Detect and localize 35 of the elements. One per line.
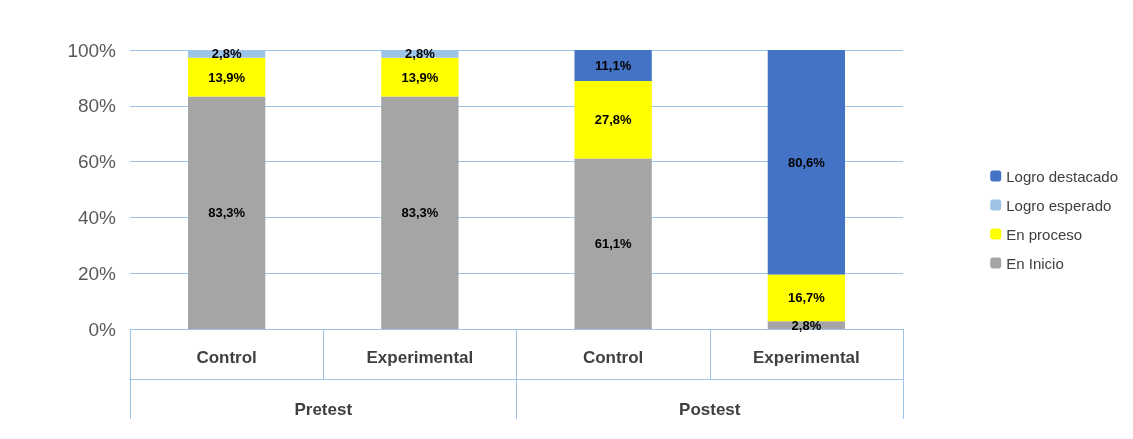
y-tick-label: 40%: [77, 206, 117, 228]
bar: [574, 80, 652, 159]
bar: [381, 96, 459, 329]
y-tick-label: 0%: [88, 318, 117, 340]
data-label: 2,8%: [211, 46, 242, 62]
data-label: 27,8%: [594, 112, 632, 128]
data-label: 13,9%: [401, 69, 439, 85]
x-tick-label: Control: [196, 348, 257, 367]
y-tick-label: 60%: [77, 151, 117, 173]
data-label: 61,1%: [594, 236, 632, 252]
data-label: 16,7%: [787, 290, 826, 306]
data-label: 11,1%: [595, 57, 632, 73]
data-label: 2,8%: [791, 317, 822, 333]
data-label: 80,6%: [787, 154, 826, 170]
bar: [767, 50, 846, 275]
data-label: 83,3%: [401, 205, 439, 221]
legend-label: Logro esperado: [1006, 196, 1112, 214]
x-tick-label: Experimental: [752, 348, 860, 367]
bar: [767, 274, 846, 322]
x-tick-label: Experimental: [366, 348, 474, 367]
y-tick-label: 80%: [77, 95, 117, 117]
text: Postest: [679, 400, 741, 419]
text: Pretest: [294, 400, 353, 419]
data-label: 2,8%: [405, 46, 436, 62]
bar: [187, 96, 266, 329]
legend-label: En proceso: [1006, 225, 1083, 243]
x-tick-label: Control: [582, 348, 644, 367]
y-tick-label: 20%: [77, 262, 117, 284]
bar: [574, 50, 652, 81]
legend-label: Logro destacado: [1006, 167, 1119, 185]
legend-label: En Inicio: [1006, 254, 1064, 272]
y-tick-label: 100%: [67, 39, 117, 61]
data-label: 83,3%: [208, 205, 246, 221]
data-label: 13,9%: [208, 69, 246, 85]
bar: [574, 158, 652, 329]
